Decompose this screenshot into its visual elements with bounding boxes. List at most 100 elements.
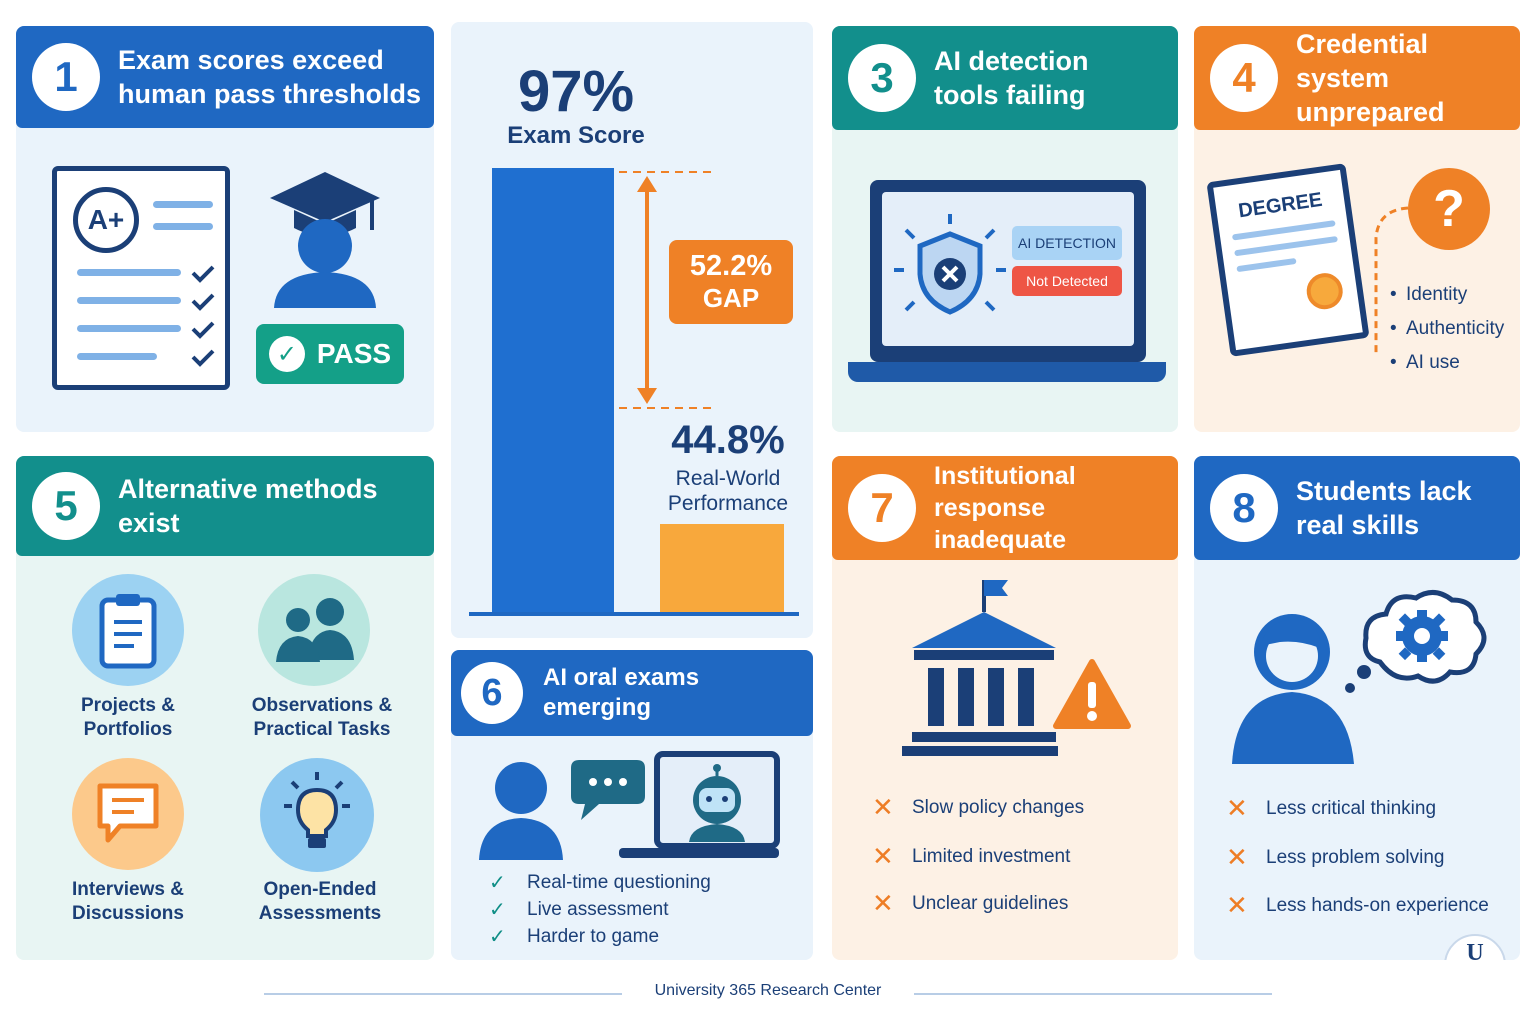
list-item: • Authenticity [1390,318,1505,339]
not-detected-label: Not Detected [1012,266,1122,296]
panel-1-number: 1 [32,43,100,111]
exam-score-bar [492,168,614,612]
check-icon: ✓ [489,899,506,921]
gap-badge: 52.2% GAP [669,240,793,324]
footer-line-right [914,993,1272,995]
chart-baseline [469,612,799,616]
thinking-student-icon [1232,590,1487,764]
method-label: Observations & Practical Tasks [251,695,393,740]
panel-8: 8 Students lack real skills ✕ Less critic… [1194,456,1520,960]
panel-8-title-line2: real skills [1296,510,1420,540]
list-item: ✕ Unclear guidelines [872,888,1068,919]
item-text: Harder to game [527,925,660,947]
item-text: Unclear guidelines [912,892,1069,914]
panel-7: 7 Institutional response inadequate ✕ Slo… [832,456,1178,960]
x-icon: ✕ [1226,793,1248,823]
x-icon: ✕ [1226,842,1248,872]
panel-5-number: 5 [32,472,100,540]
speech-bubble-icon [571,760,645,820]
institution-building-icon [902,580,1058,756]
graduate-icon [270,172,380,308]
list-item: ✕ Limited investment [872,841,1070,872]
robot-laptop-icon [619,751,780,858]
panel-3-title-line1: AI detection [934,46,1089,76]
exam-paper-icon: A+ [52,166,230,390]
check-icon: ✓ [489,926,506,948]
question-mark-icon: ? [1408,168,1490,250]
item-text: Less critical thinking [1266,797,1437,819]
dashed-connector [1374,206,1409,354]
x-icon: ✕ [872,888,894,918]
method-label: Interviews & Discussions [72,879,184,924]
item-text: Less problem solving [1266,846,1445,868]
check-circle-icon: ✓ [268,336,305,372]
panel-1-title-line1: Exam scores exceed [118,45,384,75]
list-item: ✓ Harder to game [489,924,659,949]
panel-4-header: 4 Credential system unprepared [1194,26,1520,130]
panel-8-number: 8 [1210,474,1278,542]
panel-7-header: 7 Institutional response inadequate [832,456,1178,560]
item-text: Authenticity [1406,318,1505,339]
real-world-bar [660,524,784,612]
people-icon [258,574,370,686]
list-item: ✕ Less hands-on experience [1226,890,1489,921]
panel-8-header: 8 Students lack real skills [1194,456,1520,560]
panel-4: 4 Credential system unprepared DEGREE ? … [1194,26,1520,432]
gap-value: 52.2% [689,250,773,282]
panel-3-title-line2: tools failing [934,80,1086,110]
item-text: Live assessment [527,898,669,920]
panel-3-header: 3 AI detection tools failing [832,26,1178,130]
degree-certificate-icon: DEGREE [1206,163,1370,357]
panel-6-number: 6 [461,662,523,724]
pass-label: PASS [316,338,392,369]
method-label: Projects & Portfolios [81,695,175,740]
panel-7-title-line1: Institutional response [934,462,1076,522]
panel-4-number: 4 [1210,44,1278,112]
panel-8-title-line1: Students lack [1296,476,1472,506]
panel-4-title-line2: unprepared [1296,97,1445,127]
list-item: ✕ Slow policy changes [872,792,1084,823]
item-text: Limited investment [912,845,1071,867]
item-text: Slow policy changes [912,796,1085,818]
panel-3-number: 3 [848,44,916,112]
list-item: • AI use [1390,352,1460,373]
panel-6-title-line1: AI oral exams [543,664,700,691]
item-text: Real-time questioning [527,871,711,893]
pass-badge: ✓ PASS [256,324,404,384]
list-item: ✓ Live assessment [489,897,669,922]
university-logo: U 365 [1444,934,1506,960]
x-icon: ✕ [872,792,894,822]
check-icon: ✓ [489,872,506,894]
item-text: AI use [1406,352,1460,373]
panel-5-header: 5 Alternative methods exist [16,456,434,556]
panel-1: 1 Exam scores exceed human pass threshol… [16,26,434,432]
list-item: ✓ Real-time questioning [489,870,711,895]
real-label-line2: Performance [667,492,789,515]
panel-6-header: 6 AI oral exams emerging [451,650,813,736]
panel-5-title-line1: Alternative methods [118,474,378,504]
panel-6-title-line2: emerging [543,694,652,721]
gap-indicator [619,171,715,409]
shield-x-icon [894,214,1006,315]
chat-icon [72,758,184,870]
logo-letter: U [1466,940,1484,960]
panel-5: 5 Alternative methods exist Projects & P… [16,456,434,960]
panel-3: 3 AI detection tools failing AI DETECTIO… [832,26,1178,432]
score-value: 97% [517,59,635,124]
panel-1-header: 1 Exam scores exceed human pass threshol… [16,26,434,128]
check-marks-icon [191,265,215,367]
grade-text: A+ [87,204,125,235]
real-label-line1: Real-World [675,467,781,490]
list-item: ✕ Less problem solving [1226,842,1444,873]
panel-4-title-line1: Credential system [1296,29,1429,93]
panel-6: 6 AI oral exams emerging ✓ Real-time ques… [451,650,813,960]
grade-badge: A+ [73,187,139,253]
list-item: ✕ Less critical thinking [1226,793,1436,824]
item-text: Identity [1406,284,1468,305]
method-label: Open-Ended Assessments [258,879,382,924]
x-icon: ✕ [872,841,894,871]
laptop-base [848,362,1166,382]
person-icon [479,762,563,860]
panel-5-title-line2: exist [118,508,180,538]
list-item: • Identity [1390,284,1468,305]
